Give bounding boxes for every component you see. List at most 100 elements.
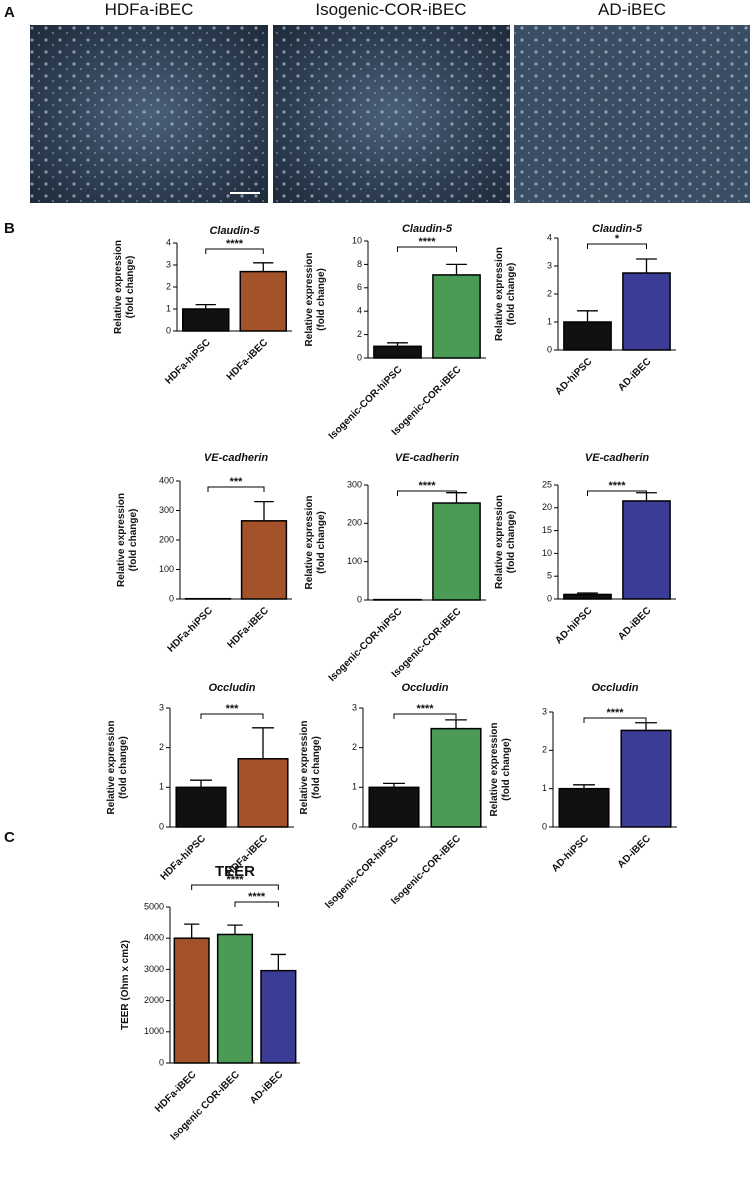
y-axis-label: Relative expression <box>106 721 117 815</box>
x-tick-label: HDFa-iBEC <box>153 1069 198 1114</box>
x-tick-label: HDFa-hiPSC <box>159 833 208 882</box>
y-axis-label: Relative expression <box>494 247 505 341</box>
chart-title: Occludin <box>591 682 638 694</box>
y-axis-label: Relative expression <box>299 721 310 815</box>
bar <box>175 786 227 828</box>
significance-bracket <box>205 248 264 254</box>
y-tick-label: 3000 <box>144 964 164 974</box>
bar <box>563 321 612 351</box>
panel-label: C <box>4 829 15 846</box>
error-bar <box>577 592 598 595</box>
chart-title: Occludin <box>401 682 448 694</box>
y-axis-label: (fold change) <box>125 256 136 319</box>
x-tick-label: AD-hiPSC <box>550 833 591 874</box>
bar-chart: Claudin-5 Relative expression (fold change… <box>494 223 676 397</box>
bar <box>622 500 671 600</box>
error-bar <box>635 722 657 731</box>
micrograph-texture <box>514 25 750 203</box>
y-tick-label: 200 <box>347 518 362 528</box>
y-tick-label: 20 <box>542 502 552 512</box>
y-tick-label: 0 <box>352 821 357 831</box>
bar-chart: Occludin Relative expression (fold change)… <box>299 682 487 911</box>
y-tick-label: 5000 <box>144 901 164 911</box>
error-bar <box>573 784 595 789</box>
significance-label: **** <box>248 891 266 903</box>
bar <box>239 270 287 332</box>
micrograph-texture <box>30 25 268 203</box>
y-tick-label: 2 <box>166 281 171 291</box>
bar-chart: VE-cadherin Relative expression (fold chan… <box>494 452 676 646</box>
bar <box>622 272 671 351</box>
y-tick-label: 10 <box>352 235 362 245</box>
y-tick-label: 0 <box>357 352 362 362</box>
x-tick-label: AD-iBEC <box>616 605 653 642</box>
significance-bracket <box>397 490 457 496</box>
y-tick-label: 200 <box>159 534 174 544</box>
y-axis-label: (fold change) <box>128 509 139 572</box>
significance-label: **** <box>606 707 624 719</box>
bar <box>430 727 482 828</box>
y-tick-label: 2000 <box>144 995 164 1005</box>
bar <box>373 345 422 359</box>
y-tick-label: 5 <box>547 571 552 581</box>
y-axis-label: Relative expression <box>113 240 124 334</box>
y-tick-label: 4 <box>166 237 171 247</box>
significance-label: **** <box>418 236 436 248</box>
y-axis-label: (fold change) <box>316 511 327 574</box>
y-tick-label: 3 <box>166 259 171 269</box>
y-tick-label: 3 <box>159 702 164 712</box>
bar-chart: VE-cadherin Relative expression (fold chan… <box>304 452 486 684</box>
y-axis-label: Relative expression <box>489 723 500 817</box>
chart-title: VE-cadherin <box>585 452 649 464</box>
y-tick-label: 3 <box>352 702 357 712</box>
y-tick-label: 100 <box>159 564 174 574</box>
image-title: HDFa-iBEC <box>105 0 194 19</box>
y-tick-label: 300 <box>347 479 362 489</box>
x-tick-label: HDFa-hiPSC <box>163 337 212 386</box>
chart-title: Claudin-5 <box>209 225 260 237</box>
bar-chart: Occludin Relative expression (fold change)… <box>489 682 677 874</box>
x-tick-label: AD-hiPSC <box>553 605 594 646</box>
significance-label: **** <box>418 480 436 492</box>
micrographs: HDFa-iBEC Isogenic-COR-iBEC AD-iBEC <box>30 0 750 203</box>
bar <box>432 502 481 601</box>
y-tick-label: 4 <box>357 306 362 316</box>
y-axis-label: (fold change) <box>316 268 327 331</box>
bar <box>558 787 610 828</box>
significance-label: **** <box>226 874 244 886</box>
y-axis-label: Relative expression <box>304 496 315 590</box>
micrograph-texture <box>273 25 510 203</box>
bar <box>216 933 254 1064</box>
error-bar <box>184 923 200 939</box>
error-bar <box>270 953 286 971</box>
x-tick-label: AD-iBEC <box>248 1069 285 1106</box>
y-tick-label: 0 <box>169 593 174 603</box>
error-bar <box>387 342 408 347</box>
y-axis-label: (fold change) <box>506 511 517 574</box>
y-axis-label: (fold change) <box>118 736 129 799</box>
significance-bracket <box>397 246 457 252</box>
y-tick-label: 0 <box>357 594 362 604</box>
chart-title: VE-cadherin <box>395 452 459 464</box>
y-axis-label: TEER (Ohm x cm2) <box>120 940 131 1030</box>
bar-chart: VE-cadherin Relative expression (fold chan… <box>116 452 292 655</box>
y-tick-label: 400 <box>159 475 174 485</box>
y-axis-label: (fold change) <box>501 738 512 801</box>
bar <box>260 969 297 1064</box>
chart-title: Occludin <box>208 682 255 694</box>
y-tick-label: 1 <box>166 303 171 313</box>
y-tick-label: 100 <box>347 556 362 566</box>
y-tick-label: 2 <box>542 745 547 755</box>
image-title: AD-iBEC <box>598 0 666 19</box>
y-tick-label: 0 <box>547 344 552 354</box>
significance-bracket <box>587 243 647 249</box>
x-tick-label: HDFa-iBEC <box>225 337 270 382</box>
bar-chart: TEER TEER (Ohm x cm2) 0 1000 2000 3000 4000 500… <box>120 863 300 1143</box>
y-axis-label: Relative expression <box>494 495 505 589</box>
y-tick-label: 2 <box>357 329 362 339</box>
bar <box>563 593 612 600</box>
bar <box>182 308 230 332</box>
error-bar <box>195 303 216 309</box>
bar-chart: Claudin-5 Relative expression (fold change… <box>304 223 486 442</box>
bar <box>237 758 289 828</box>
